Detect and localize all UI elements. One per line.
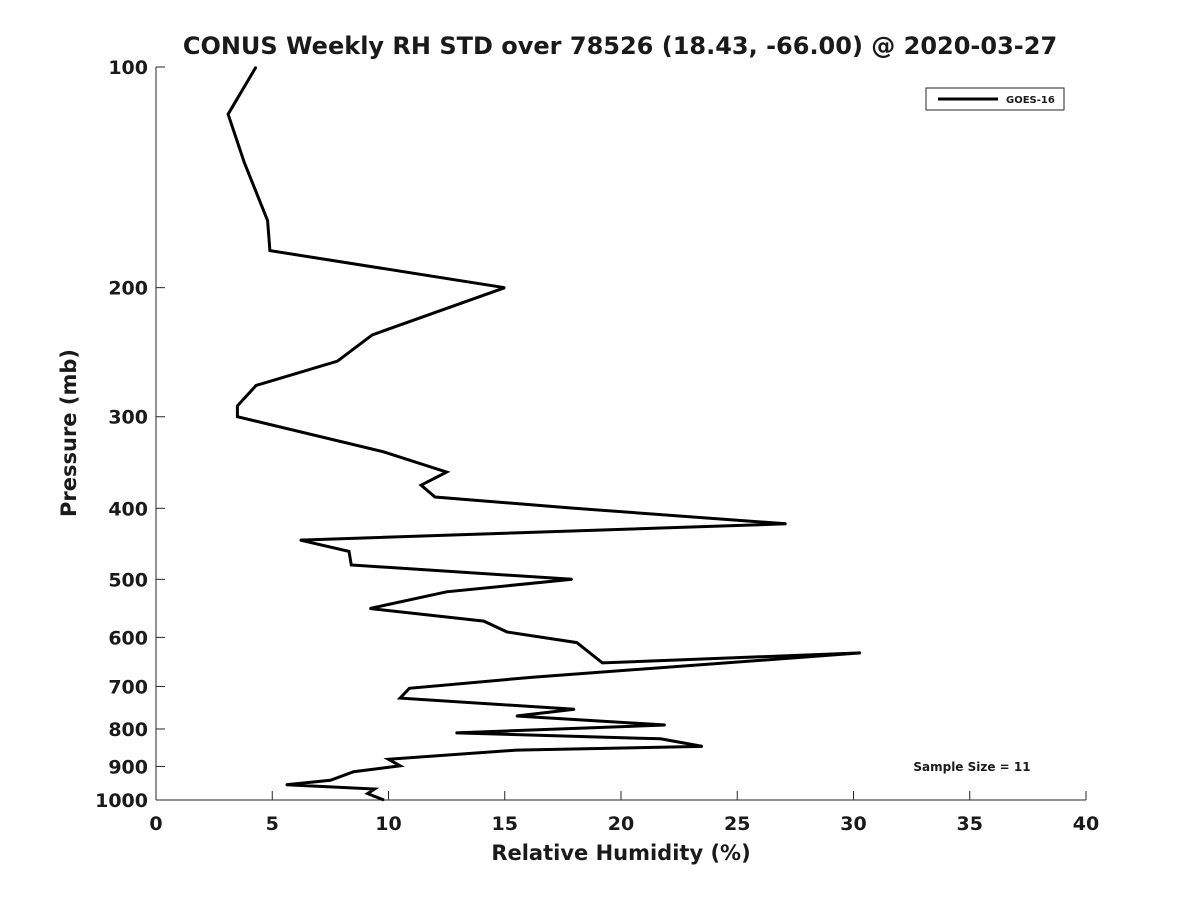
data-point (408, 687, 411, 690)
data-point (399, 764, 401, 767)
data-point (371, 334, 374, 336)
data-point (701, 745, 704, 748)
data-point (664, 724, 666, 726)
x-tick-label: 20 (608, 813, 634, 835)
y-tick-label: 300 (108, 407, 148, 429)
series-line-goes-16 (226, 66, 861, 802)
data-point (348, 550, 350, 553)
x-axis-label: Relative Humidity (%) (491, 841, 750, 865)
data-point (352, 770, 355, 773)
data-point (255, 384, 257, 387)
y-tick-label: 500 (108, 569, 148, 591)
data-point (227, 113, 229, 116)
x-tick-label: 0 (149, 813, 162, 835)
x-tick-label: 10 (375, 813, 401, 835)
y-tick-label: 600 (108, 627, 148, 649)
data-point (299, 539, 301, 541)
data-point (266, 219, 269, 222)
data-point (350, 564, 353, 566)
x-tick-label: 30 (840, 813, 866, 835)
data-point (483, 620, 485, 622)
chart-title: CONUS Weekly RH STD over 78526 (18.43, -… (183, 32, 1057, 60)
x-tick-label: 15 (492, 813, 518, 835)
legend: GOES-16 (925, 87, 1065, 111)
plot-area (155, 67, 1086, 801)
data-point (329, 779, 332, 782)
data-point (383, 451, 385, 453)
data-point (515, 715, 518, 717)
data-point (269, 249, 271, 252)
x-tick-label: 5 (266, 813, 279, 835)
data-point (531, 676, 534, 679)
data-point (399, 697, 401, 699)
data-point (515, 749, 518, 751)
data-point (455, 732, 457, 734)
data-point (336, 360, 339, 363)
data-point (387, 758, 390, 761)
data-point (571, 578, 573, 581)
y-tick-label: 1000 (95, 790, 148, 812)
data-point (445, 591, 448, 593)
x-tick-label: 40 (1073, 813, 1099, 835)
y-tick-label: 700 (108, 676, 148, 698)
x-tick-label: 35 (957, 813, 983, 835)
data-point (506, 631, 508, 633)
data-point (255, 66, 257, 68)
data-point (236, 405, 239, 407)
legend-label: GOES-16 (1006, 95, 1055, 106)
data-point (859, 652, 862, 654)
data-point (785, 523, 787, 525)
data-point (366, 792, 369, 795)
data-point (373, 788, 376, 790)
data-point (285, 783, 288, 786)
y-tick-label: 800 (108, 719, 148, 741)
y-axis-ticks: 100 200 300 400 500 600 700 800 900 1000 (95, 57, 165, 812)
data-point (573, 708, 576, 711)
data-point (601, 662, 604, 664)
data-point (236, 415, 239, 418)
x-axis-ticks: 0 5 10 15 20 25 30 35 40 (149, 791, 1099, 835)
data-point (576, 641, 578, 644)
data-point (434, 496, 436, 498)
y-tick-label: 400 (108, 498, 148, 520)
sample-size-annotation: Sample Size = 11 (913, 760, 1030, 774)
data-point (383, 799, 385, 801)
data-point (445, 471, 448, 473)
series-layer (226, 66, 862, 802)
y-tick-label: 200 (108, 278, 148, 300)
x-tick-label: 25 (724, 813, 750, 835)
y-tick-label: 100 (108, 57, 148, 79)
data-point (659, 737, 662, 740)
data-point (420, 484, 422, 487)
y-tick-label: 900 (108, 756, 148, 778)
y-axis-label: Pressure (mb) (57, 349, 81, 517)
data-point (243, 161, 246, 164)
data-point (503, 286, 506, 289)
data-point (369, 607, 371, 610)
data-point (573, 507, 576, 510)
